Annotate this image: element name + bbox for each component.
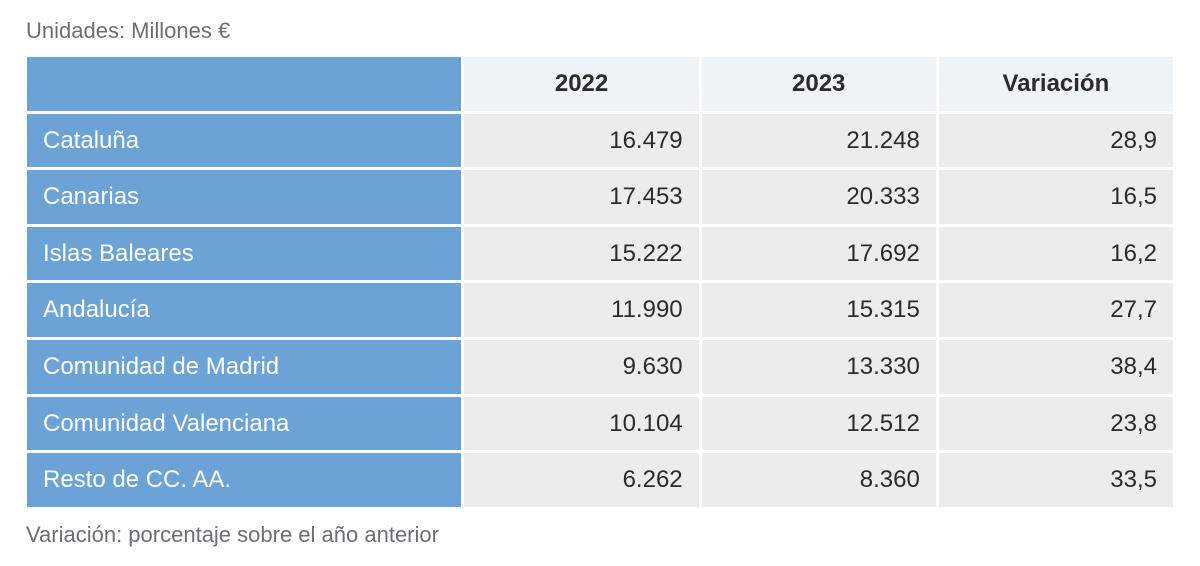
units-caption: Unidades: Millones € (26, 18, 1176, 44)
cell-2023: 12.512 (700, 395, 937, 452)
cell-var: 33,5 (937, 452, 1174, 509)
table-row: Islas Baleares 15.222 17.692 16,2 (26, 225, 1175, 282)
header-row: 2022 2023 Variación (26, 56, 1175, 113)
cell-2022: 16.479 (463, 112, 700, 169)
footnote: Variación: porcentaje sobre el año anter… (26, 522, 1176, 548)
row-label: Comunidad de Madrid (26, 338, 463, 395)
table-row: Canarias 17.453 20.333 16,5 (26, 169, 1175, 226)
cell-var: 27,7 (937, 282, 1174, 339)
cell-2023: 15.315 (700, 282, 937, 339)
header-blank (26, 56, 463, 113)
cell-2022: 6.262 (463, 452, 700, 509)
table-row: Andalucía 11.990 15.315 27,7 (26, 282, 1175, 339)
cell-2022: 10.104 (463, 395, 700, 452)
cell-2022: 11.990 (463, 282, 700, 339)
table-row: Resto de CC. AA. 6.262 8.360 33,5 (26, 452, 1175, 509)
cell-2023: 8.360 (700, 452, 937, 509)
row-label: Canarias (26, 169, 463, 226)
row-label: Islas Baleares (26, 225, 463, 282)
header-2023: 2023 (700, 56, 937, 113)
cell-2022: 9.630 (463, 338, 700, 395)
row-label: Resto de CC. AA. (26, 452, 463, 509)
header-variacion: Variación (937, 56, 1174, 113)
cell-2023: 17.692 (700, 225, 937, 282)
row-label: Andalucía (26, 282, 463, 339)
cell-2023: 20.333 (700, 169, 937, 226)
cell-var: 23,8 (937, 395, 1174, 452)
cell-var: 16,2 (937, 225, 1174, 282)
data-table: 2022 2023 Variación Cataluña 16.479 21.2… (24, 54, 1176, 510)
cell-var: 38,4 (937, 338, 1174, 395)
cell-2022: 15.222 (463, 225, 700, 282)
table-row: Comunidad de Madrid 9.630 13.330 38,4 (26, 338, 1175, 395)
row-label: Comunidad Valenciana (26, 395, 463, 452)
table-row: Cataluña 16.479 21.248 28,9 (26, 112, 1175, 169)
cell-2023: 13.330 (700, 338, 937, 395)
table-row: Comunidad Valenciana 10.104 12.512 23,8 (26, 395, 1175, 452)
header-2022: 2022 (463, 56, 700, 113)
cell-2022: 17.453 (463, 169, 700, 226)
cell-2023: 21.248 (700, 112, 937, 169)
cell-var: 16,5 (937, 169, 1174, 226)
cell-var: 28,9 (937, 112, 1174, 169)
row-label: Cataluña (26, 112, 463, 169)
